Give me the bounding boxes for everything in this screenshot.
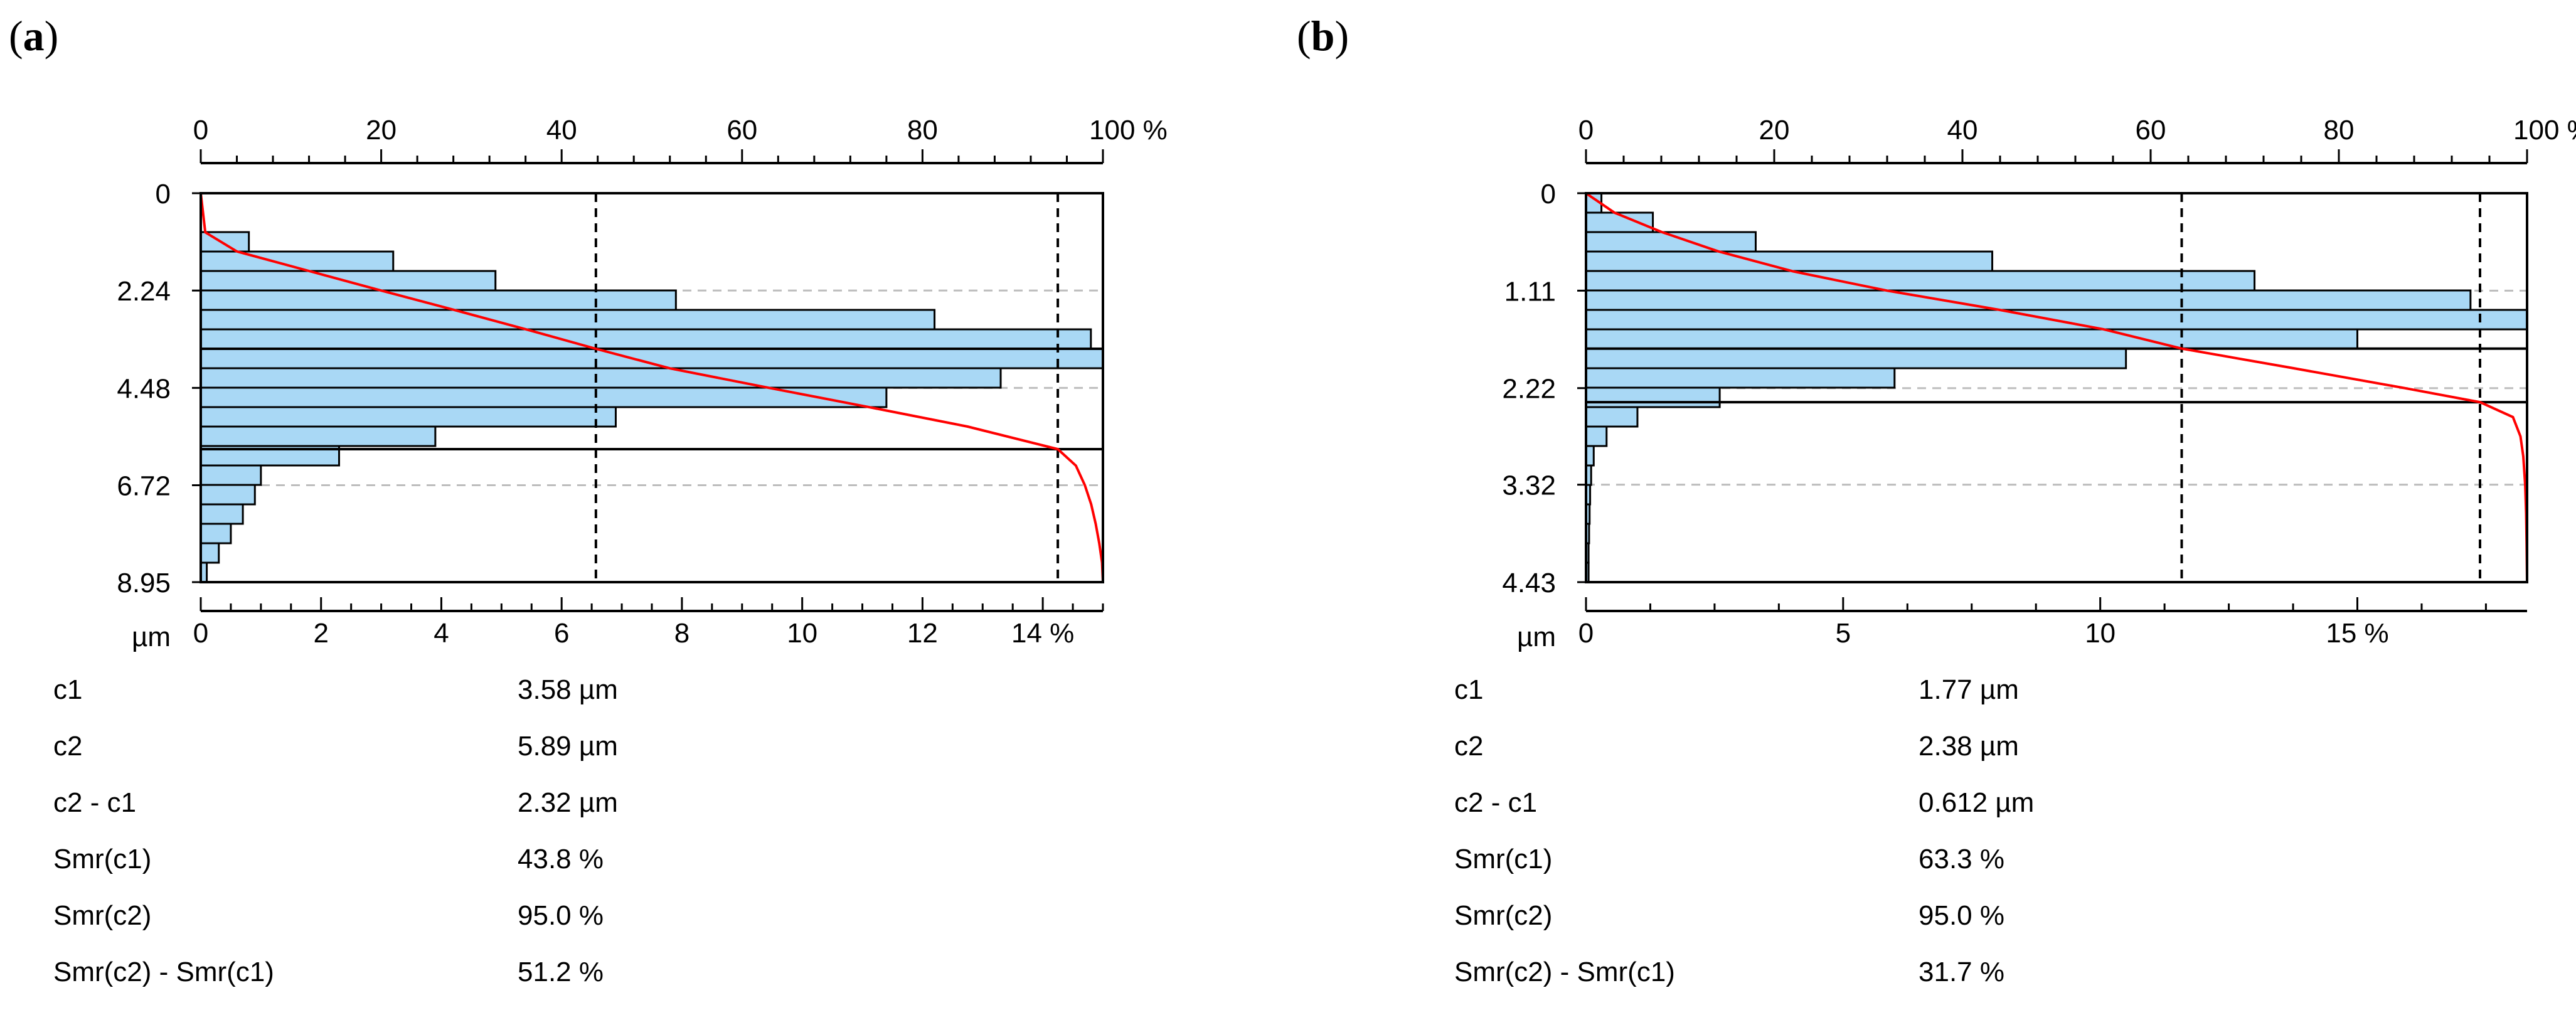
bottom-axis-tick-label: 10 [2085,618,2116,649]
bearing-curve [200,193,1104,583]
bottom-axis-tick-label: 4 [434,618,449,649]
chart-a: 0 20 40 60 80 100 % 0 2 4 6 8 10 12 14 % 0 2.24 4.48 6.72… [117,115,1168,652]
stat-name: Smr(c2) - Smr(c1) [53,957,274,987]
histogram-bar [200,348,1104,369]
stat-name: Smr(c2) [1454,900,1553,931]
stat-name: c2 [1454,731,1484,762]
histogram-bar [1585,348,2127,369]
bottom-axis-tick-label: 0 [1578,618,1594,649]
stat-name: c1 [1454,674,1484,705]
bottom-axis-tick-label: 10 [787,618,817,649]
top-axis-tick-label: 20 [366,115,397,146]
y-axis-tick-label: 0 [1541,179,1556,210]
stat-name: c1 [53,674,83,705]
stat-value: 51.2 % [518,957,604,987]
histogram-bar [1585,270,2256,292]
panel-label-b: (b) [1297,12,1349,60]
top-axis-tick-label: 60 [2136,115,2166,146]
stat-name: c2 - c1 [53,787,137,818]
panel-label-a: (a) [9,12,59,60]
panel-a: (a) 0 20 40 60 80 100 % 0 2 4 6 8 10 12 14 % 0 2.24 4.48… [9,12,1168,987]
y-axis-tick-label: 1.11 [1504,276,1556,307]
top-axis-tick-label: 0 [193,115,208,146]
histogram-bar [1585,425,1608,447]
top-axis-tick-label: 80 [2324,115,2355,146]
y-axis-tick-label: 8.95 [117,568,171,598]
histogram-bar [200,542,220,564]
bottom-axis-tick-label: 12 [907,618,938,649]
histogram-bar [200,406,617,428]
histogram-bar [200,367,1002,389]
bottom-axis-tick-label: 2 [313,618,328,649]
top-axis-tick-label: 40 [1947,115,1978,146]
top-axis-tick-label: 60 [726,115,757,146]
stat-name: Smr(c1) [53,844,152,874]
top-axis-tick-label: 20 [1759,115,1790,146]
histogram-bar [1585,406,1639,428]
stat-name: c2 - c1 [1454,787,1538,818]
y-axis-tick-label: 2.24 [117,276,171,307]
y-axis-tick-label: 4.48 [117,373,171,404]
stat-value: 43.8 % [518,844,604,874]
stat-name: Smr(c2) [53,900,152,931]
bottom-axis-tick-label: 5 [1836,618,1851,649]
histogram-bar [200,309,936,331]
stat-value: 5.89 µm [518,731,618,762]
top-axis-tick-label: 80 [907,115,938,146]
histogram-bar [200,464,262,486]
panel-b: (b) 0 20 40 60 80 100 % 0 5 10 15 % 0 1.11 2.22 3.32 4… [1288,0,2576,1020]
stat-value: 1.77 µm [1919,674,2019,705]
stat-value: 2.32 µm [518,787,618,818]
stat-value: 31.7 % [1919,957,2004,987]
y-axis-unit-label: µm [132,622,171,652]
y-axis-tick-label: 6.72 [117,471,171,502]
y-axis-tick-label: 4.43 [1502,568,1556,598]
histogram-bar [200,503,244,525]
top-axis-tick-label: 100 % [1089,115,1168,146]
y-axis-tick-label: 2.22 [1502,374,1556,405]
stat-value: 63.3 % [1919,844,2004,874]
bottom-axis-tick-label: 14 % [1011,618,1074,649]
histogram-bar [200,425,437,447]
stat-value: 95.0 % [518,900,604,931]
chart-b: 0 20 40 60 80 100 % 0 5 10 15 % 0 1.11 2.22 3.32 4.43 µ… [1502,115,2576,652]
histogram-bar [1585,328,2359,350]
y-axis-tick-label: 3.32 [1502,470,1556,501]
stat-name: Smr(c1) [1454,844,1553,874]
stat-value: 0.612 µm [1919,787,2035,818]
stat-value: 2.38 µm [1919,731,2019,762]
y-axis-tick-label: 0 [156,179,171,210]
histogram-bar [200,328,1092,350]
bottom-axis-tick-label: 8 [674,618,689,649]
stat-name: c2 [53,731,83,762]
histogram-bar [1585,250,1994,272]
histogram-bar [1585,386,1721,408]
bearing-curve [1585,192,2528,583]
histogram-bar [1585,367,1896,389]
stat-value: 95.0 % [1919,900,2004,931]
y-axis-unit-label: µm [1517,622,1556,652]
top-axis-tick-label: 100 % [2513,115,2576,146]
stat-value: 3.58 µm [518,674,618,705]
bottom-axis-tick-label: 6 [554,618,569,649]
histogram-bar [200,386,888,408]
histogram-bar [1585,289,2472,311]
top-axis-tick-label: 40 [546,115,577,146]
stat-name: Smr(c2) - Smr(c1) [1454,957,1675,987]
bottom-axis-tick-label: 0 [193,618,208,649]
histogram-bar [200,484,256,506]
bottom-axis-tick-label: 15 % [2326,618,2388,649]
histogram-bar [200,523,232,545]
top-axis-tick-label: 0 [1578,115,1594,146]
